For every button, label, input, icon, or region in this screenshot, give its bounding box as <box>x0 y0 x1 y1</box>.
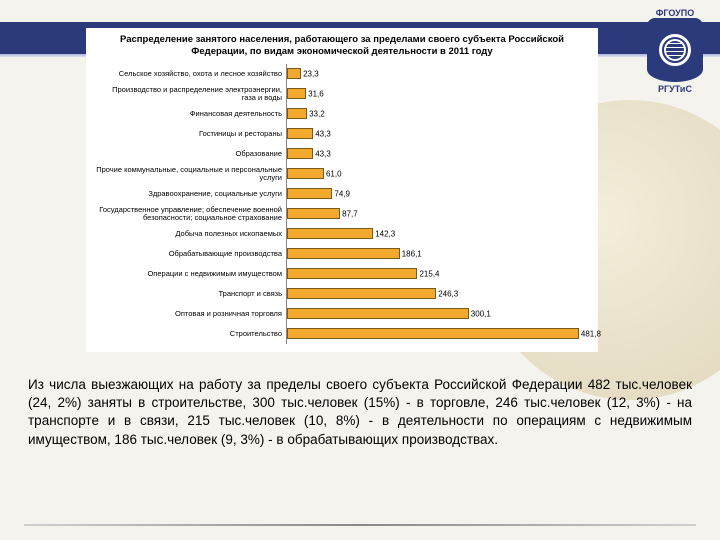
bar-value: 74,9 <box>334 189 350 198</box>
chart-bar-row: 215,4 <box>287 264 588 284</box>
bar-value: 61,0 <box>326 169 342 178</box>
bar: 74,9 <box>287 188 332 199</box>
chart-bar-row: 300,1 <box>287 304 588 324</box>
bar: 186,1 <box>287 248 400 259</box>
bar-value: 23,3 <box>303 69 319 78</box>
chart-bars-column: 23,331,633,243,343,361,074,987,7142,3186… <box>286 64 588 344</box>
chart-body: Сельское хозяйство, охота и лесное хозяй… <box>96 64 588 344</box>
category-label: Здравоохранение, социальные услуги <box>96 190 286 198</box>
logo-badge <box>647 18 703 82</box>
chart-row-label: Операции с недвижимым имуществом <box>96 264 286 284</box>
bar-value: 246,3 <box>438 289 458 298</box>
chart-bar-row: 481,8 <box>287 324 588 344</box>
category-label: Финансовая деятельность <box>96 110 286 118</box>
bar-value: 43,3 <box>315 129 331 138</box>
bar: 481,8 <box>287 328 579 339</box>
chart-row-label: Транспорт и связь <box>96 284 286 304</box>
chart-row-label: Сельское хозяйство, охота и лесное хозяй… <box>96 64 286 84</box>
category-label: Прочие коммунальные, социальные и персон… <box>96 166 286 182</box>
chart-bar-row: 43,3 <box>287 124 588 144</box>
category-label: Транспорт и связь <box>96 290 286 298</box>
bar-value: 142,3 <box>375 229 395 238</box>
chart-row-label: Гостиницы и рестораны <box>96 124 286 144</box>
category-label: Добыча полезных ископаемых <box>96 230 286 238</box>
category-label: Оптовая и розничная торговля <box>96 310 286 318</box>
bar-value: 186,1 <box>402 249 422 258</box>
bar-value: 43,3 <box>315 149 331 158</box>
globe-icon <box>659 34 691 66</box>
category-label: Строительство <box>96 330 286 338</box>
chart-row-label: Оптовая и розничная торговля <box>96 304 286 324</box>
chart-bar-row: 246,3 <box>287 284 588 304</box>
bar-value: 33,2 <box>309 109 325 118</box>
bar: 300,1 <box>287 308 469 319</box>
brand-logo: ФГОУПО РГУТиС <box>640 6 710 94</box>
distribution-chart: Распределение занятого населения, работа… <box>86 28 598 352</box>
category-label: Гостиницы и рестораны <box>96 130 286 138</box>
bar: 43,3 <box>287 128 313 139</box>
bar: 142,3 <box>287 228 373 239</box>
bar: 33,2 <box>287 108 307 119</box>
bar: 31,6 <box>287 88 306 99</box>
bar: 87,7 <box>287 208 340 219</box>
bar-value: 481,8 <box>581 329 601 338</box>
bar: 23,3 <box>287 68 301 79</box>
category-label: Сельское хозяйство, охота и лесное хозяй… <box>96 70 286 78</box>
bar: 246,3 <box>287 288 436 299</box>
logo-bottom-label: РГУТиС <box>658 84 692 94</box>
chart-bar-row: 74,9 <box>287 184 588 204</box>
chart-row-label: Производство и распределение электроэнер… <box>96 84 286 104</box>
chart-bar-row: 31,6 <box>287 84 588 104</box>
category-label: Обрабатывающие производства <box>96 250 286 258</box>
bar-value: 300,1 <box>471 309 491 318</box>
chart-row-label: Образование <box>96 144 286 164</box>
chart-bar-row: 186,1 <box>287 244 588 264</box>
bar: 61,0 <box>287 168 324 179</box>
chart-bar-row: 23,3 <box>287 64 588 84</box>
chart-bar-row: 87,7 <box>287 204 588 224</box>
chart-bar-row: 43,3 <box>287 144 588 164</box>
chart-row-label: Финансовая деятельность <box>96 104 286 124</box>
chart-title: Распределение занятого населения, работа… <box>96 34 588 58</box>
chart-bar-row: 33,2 <box>287 104 588 124</box>
footer-divider <box>24 524 696 526</box>
category-label: Производство и распределение электроэнер… <box>96 86 286 102</box>
category-label: Операции с недвижимым имуществом <box>96 270 286 278</box>
bar: 215,4 <box>287 268 417 279</box>
chart-row-label: Государственное управление; обеспечение … <box>96 204 286 224</box>
bar-value: 31,6 <box>308 89 324 98</box>
chart-labels-column: Сельское хозяйство, охота и лесное хозяй… <box>96 64 286 344</box>
chart-row-label: Обрабатывающие производства <box>96 244 286 264</box>
chart-bar-row: 142,3 <box>287 224 588 244</box>
bar-value: 87,7 <box>342 209 358 218</box>
summary-paragraph: Из числа выезжающих на работу за пределы… <box>28 376 692 449</box>
chart-bar-row: 61,0 <box>287 164 588 184</box>
chart-row-label: Строительство <box>96 324 286 344</box>
category-label: Образование <box>96 150 286 158</box>
logo-top-label: ФГОУПО <box>656 8 695 18</box>
bar: 43,3 <box>287 148 313 159</box>
chart-row-label: Добыча полезных ископаемых <box>96 224 286 244</box>
chart-row-label: Здравоохранение, социальные услуги <box>96 184 286 204</box>
chart-row-label: Прочие коммунальные, социальные и персон… <box>96 164 286 184</box>
bar-value: 215,4 <box>419 269 439 278</box>
category-label: Государственное управление; обеспечение … <box>96 206 286 222</box>
